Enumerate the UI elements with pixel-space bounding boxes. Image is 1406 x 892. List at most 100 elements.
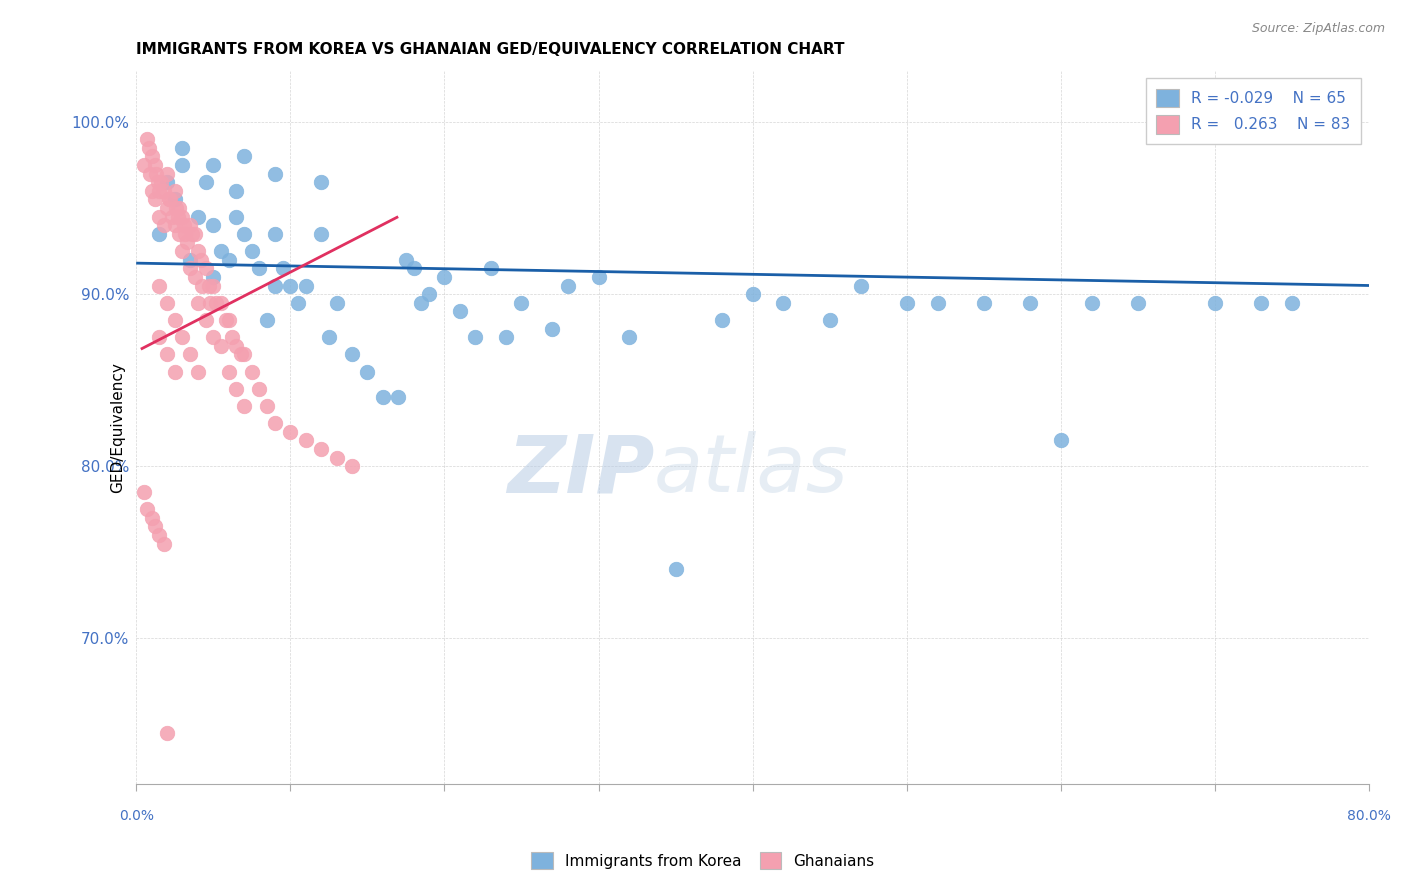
Point xyxy=(294,278,316,293)
Point xyxy=(278,425,301,439)
Point xyxy=(202,330,225,344)
Point xyxy=(157,193,180,207)
Point xyxy=(294,434,316,448)
Point xyxy=(209,339,232,353)
Point xyxy=(139,167,162,181)
Point xyxy=(309,175,332,189)
Point xyxy=(141,149,163,163)
Point xyxy=(146,175,169,189)
Point xyxy=(221,330,243,344)
Text: Source: ZipAtlas.com: Source: ZipAtlas.com xyxy=(1251,22,1385,36)
Point xyxy=(1050,434,1073,448)
Point xyxy=(1080,295,1102,310)
Point xyxy=(772,295,794,310)
Point xyxy=(156,167,179,181)
Point xyxy=(225,184,247,198)
Point xyxy=(309,227,332,241)
Point xyxy=(202,158,225,172)
Point xyxy=(218,252,240,267)
Point xyxy=(148,227,170,241)
Point xyxy=(225,339,247,353)
Point xyxy=(818,313,841,327)
Point xyxy=(619,330,641,344)
Point xyxy=(202,278,225,293)
Point xyxy=(148,528,170,542)
Point xyxy=(165,201,187,215)
Point xyxy=(233,227,256,241)
Point xyxy=(179,347,201,361)
Point xyxy=(1019,295,1042,310)
Legend: Immigrants from Korea, Ghanaians: Immigrants from Korea, Ghanaians xyxy=(526,846,880,875)
Point xyxy=(184,269,207,284)
Point xyxy=(163,184,186,198)
Point xyxy=(156,347,179,361)
Text: IMMIGRANTS FROM KOREA VS GHANAIAN GED/EQUIVALENCY CORRELATION CHART: IMMIGRANTS FROM KOREA VS GHANAIAN GED/EQ… xyxy=(136,42,845,57)
Point xyxy=(209,244,232,258)
Point xyxy=(163,365,186,379)
Point xyxy=(1126,295,1149,310)
Point xyxy=(541,321,564,335)
Point xyxy=(233,149,256,163)
Point xyxy=(194,175,217,189)
Point xyxy=(163,219,186,233)
Point xyxy=(187,210,209,224)
Point xyxy=(896,295,918,310)
Point xyxy=(218,365,240,379)
Legend: R = -0.029    N = 65, R =   0.263    N = 83: R = -0.029 N = 65, R = 0.263 N = 83 xyxy=(1146,78,1361,145)
Point xyxy=(325,450,347,465)
Point xyxy=(973,295,995,310)
Point xyxy=(172,210,194,224)
Point xyxy=(132,485,155,500)
Point xyxy=(179,261,201,276)
Point xyxy=(264,416,287,430)
Point xyxy=(156,726,179,740)
Point xyxy=(163,193,186,207)
Point xyxy=(179,252,201,267)
Point xyxy=(395,252,418,267)
Point xyxy=(264,227,287,241)
Point xyxy=(710,313,733,327)
Point xyxy=(143,519,166,533)
Point xyxy=(209,295,232,310)
Point xyxy=(495,330,517,344)
Point xyxy=(148,278,170,293)
Point xyxy=(159,193,181,207)
Point xyxy=(172,244,194,258)
Text: ZIP: ZIP xyxy=(506,432,654,509)
Point xyxy=(149,175,172,189)
Point xyxy=(849,278,872,293)
Point xyxy=(160,210,183,224)
Point xyxy=(264,278,287,293)
Point xyxy=(233,399,256,413)
Point xyxy=(927,295,949,310)
Point xyxy=(156,295,179,310)
Point xyxy=(153,219,176,233)
Point xyxy=(194,313,217,327)
Point xyxy=(479,261,502,276)
Point xyxy=(172,330,194,344)
Point xyxy=(249,261,271,276)
Point xyxy=(287,295,309,310)
Point xyxy=(240,244,263,258)
Point xyxy=(387,390,409,404)
Point xyxy=(510,295,533,310)
Point xyxy=(169,227,191,241)
Point xyxy=(664,562,686,576)
Point xyxy=(141,510,163,524)
Point xyxy=(371,390,394,404)
Point xyxy=(240,365,263,379)
Point xyxy=(169,201,191,215)
Point xyxy=(136,132,159,146)
Point xyxy=(191,278,214,293)
Point xyxy=(233,347,256,361)
Point xyxy=(156,175,179,189)
Y-axis label: GED/Equivalency: GED/Equivalency xyxy=(110,362,125,493)
Point xyxy=(187,295,209,310)
Text: 0.0%: 0.0% xyxy=(118,809,153,823)
Point xyxy=(148,184,170,198)
Point xyxy=(174,227,197,241)
Point xyxy=(180,227,202,241)
Point xyxy=(172,158,194,172)
Point xyxy=(153,184,176,198)
Point xyxy=(179,219,201,233)
